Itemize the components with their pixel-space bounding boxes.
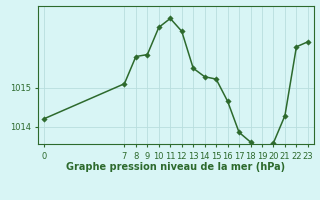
X-axis label: Graphe pression niveau de la mer (hPa): Graphe pression niveau de la mer (hPa) xyxy=(67,162,285,172)
